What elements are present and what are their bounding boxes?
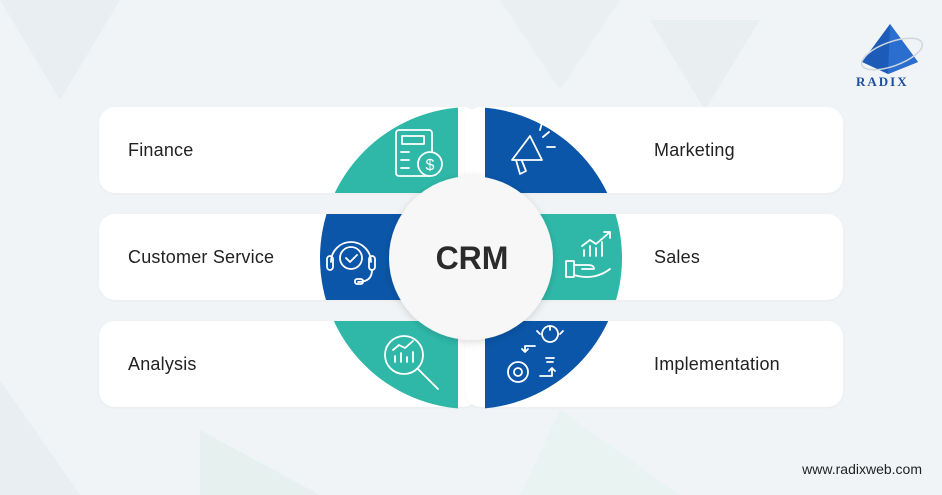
magnifier-chart-icon — [384, 335, 439, 390]
radix-logo — [860, 24, 924, 74]
gear-lightbulb-icon — [507, 325, 564, 383]
segment-analysis — [320, 321, 458, 409]
card-label: Finance — [128, 139, 194, 160]
calculator-dollar-icon: $ — [395, 129, 443, 177]
website-url: www.radixweb.com — [802, 461, 922, 477]
center-crm-label: CRM — [435, 239, 509, 276]
segment-finance — [320, 107, 458, 193]
card-label: Analysis — [128, 353, 197, 374]
card-label: Marketing — [654, 139, 735, 160]
card-label: Implementation — [654, 353, 780, 374]
svg-text:$: $ — [426, 157, 435, 174]
hand-growth-chart-icon — [565, 231, 611, 278]
megaphone-icon — [511, 122, 556, 175]
card-label: Customer Service — [128, 246, 275, 267]
brand-name: RADIX — [856, 74, 909, 89]
card-label: Sales — [654, 246, 701, 267]
segment-marketing — [485, 107, 622, 193]
headset-check-icon — [326, 241, 376, 285]
